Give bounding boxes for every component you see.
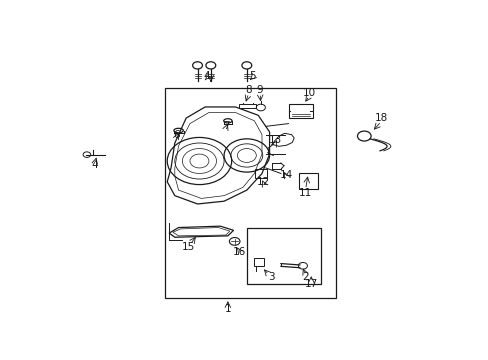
- Bar: [253, 258, 264, 266]
- Text: 8: 8: [245, 85, 251, 95]
- Text: 13: 13: [268, 135, 281, 145]
- Text: 11: 11: [298, 188, 311, 198]
- Text: 9: 9: [256, 85, 263, 95]
- Text: 12: 12: [257, 177, 270, 187]
- Text: 7: 7: [222, 121, 229, 131]
- Text: 18: 18: [374, 113, 387, 123]
- Text: 3: 3: [267, 273, 274, 283]
- Text: 4: 4: [92, 160, 99, 170]
- Text: 17: 17: [304, 279, 317, 289]
- Text: 15: 15: [181, 242, 194, 252]
- Text: 1: 1: [224, 304, 231, 314]
- Bar: [246, 228, 320, 284]
- Bar: [255, 169, 266, 177]
- Text: 4: 4: [203, 72, 210, 81]
- Bar: [288, 104, 312, 118]
- Bar: [165, 87, 335, 298]
- Text: 16: 16: [232, 247, 245, 257]
- Text: 10: 10: [302, 88, 315, 98]
- Text: 5: 5: [249, 72, 255, 81]
- Text: 2: 2: [302, 273, 308, 283]
- Text: 6: 6: [173, 130, 180, 140]
- Bar: [298, 174, 317, 189]
- Text: 14: 14: [280, 170, 293, 180]
- Bar: [239, 104, 256, 108]
